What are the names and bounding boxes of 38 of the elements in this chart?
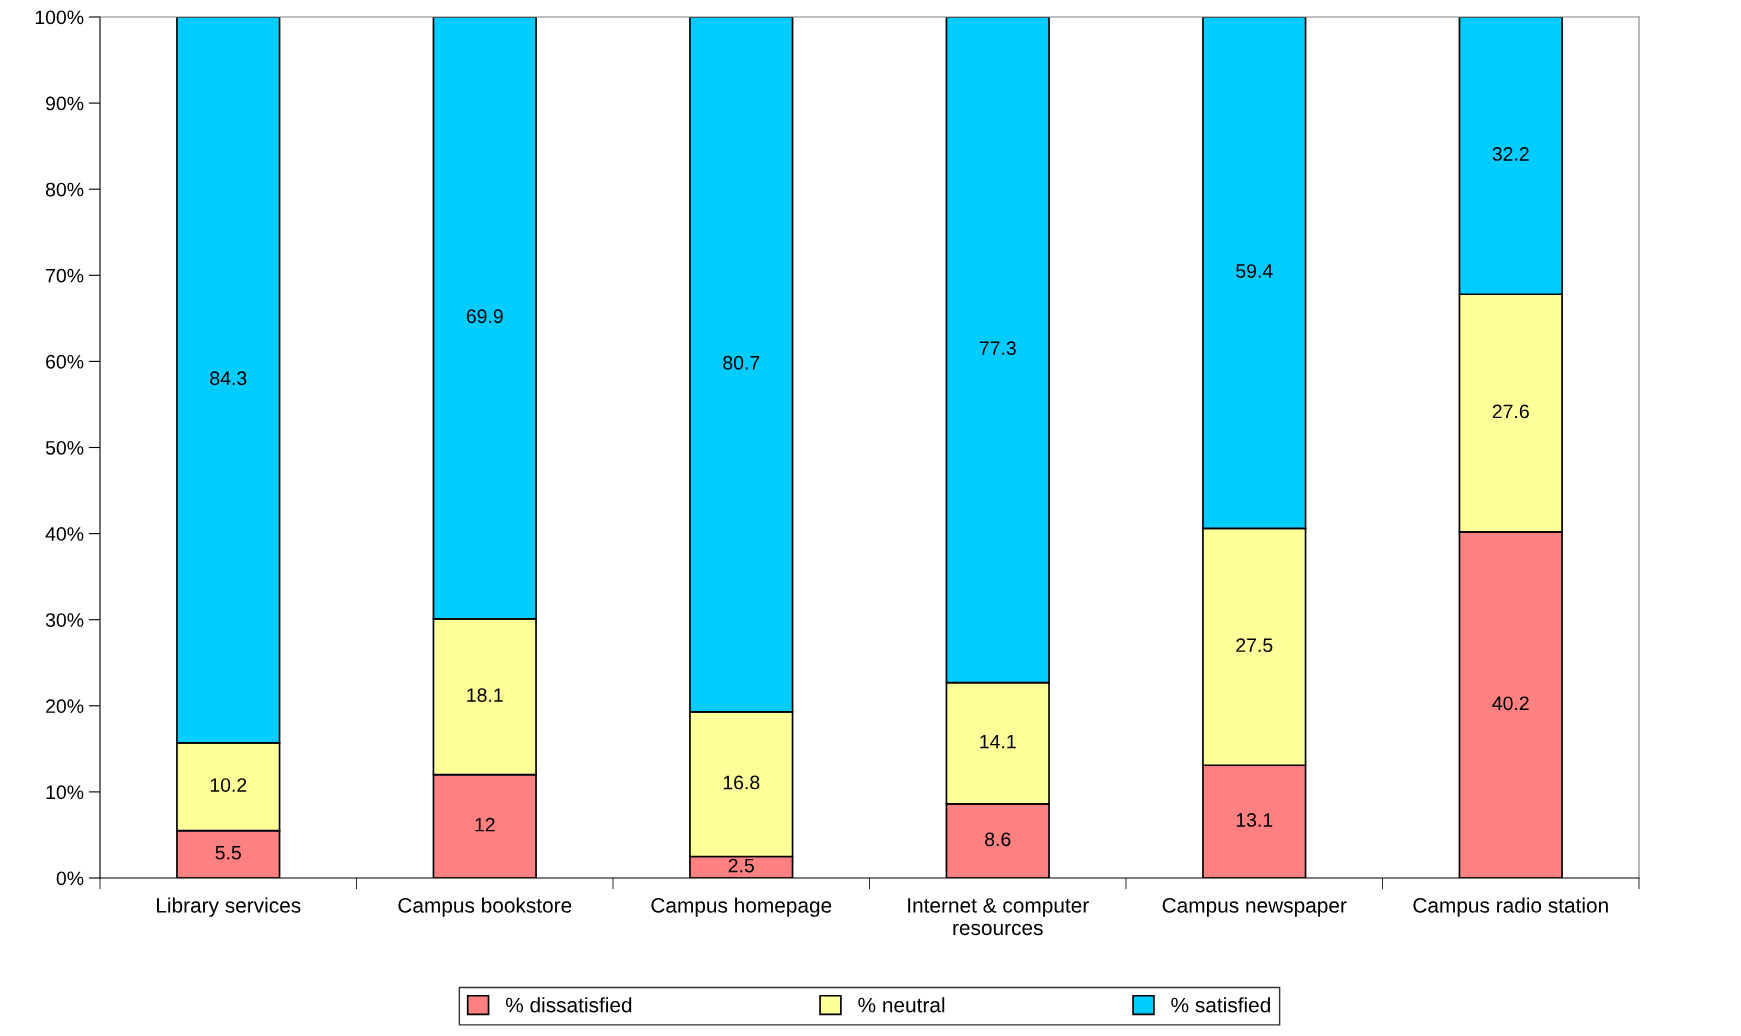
data-label: 14.1 bbox=[980, 734, 1016, 749]
y-tick-label: 60% bbox=[46, 354, 84, 369]
data-label: 84.3 bbox=[210, 371, 247, 386]
x-tick-label: Internet & computer resources bbox=[908, 898, 1089, 936]
y-tick-label: 80% bbox=[45, 182, 84, 197]
data-label: 80.7 bbox=[723, 355, 760, 370]
y-tick-label: 40% bbox=[45, 527, 84, 541]
y-tick-label: 70% bbox=[46, 268, 84, 283]
y-tick-label: 30% bbox=[45, 613, 84, 627]
data-label: 77.3 bbox=[979, 341, 1016, 355]
data-label: 40.2 bbox=[1492, 696, 1529, 711]
legend-label: % satisfied bbox=[1171, 997, 1270, 1013]
y-tick-label: 50% bbox=[45, 440, 84, 455]
x-tick-label: Campus newspaper bbox=[1162, 897, 1347, 917]
data-label: 27.5 bbox=[1236, 638, 1273, 653]
data-label: 69.9 bbox=[466, 309, 503, 324]
data-label: 27.6 bbox=[1492, 404, 1529, 419]
x-tick-label: Campus radio station bbox=[1413, 897, 1608, 917]
legend-label: % neutral bbox=[858, 997, 945, 1013]
data-label: 16.8 bbox=[723, 775, 760, 790]
y-tick-label: 100% bbox=[35, 10, 84, 25]
x-tick-label: Campus homepage bbox=[651, 897, 832, 917]
y-tick-label: 0% bbox=[56, 871, 84, 886]
y-tick-label: 20% bbox=[46, 699, 84, 714]
x-tick-label: Campus bookstore bbox=[398, 897, 572, 917]
y-tick-label: 90% bbox=[46, 96, 84, 111]
data-label: 18.1 bbox=[467, 688, 503, 702]
x-tick-label: Library services bbox=[157, 897, 301, 917]
y-tick-label: 10% bbox=[46, 785, 84, 800]
legend-label: % dissatisfied bbox=[505, 997, 632, 1013]
data-label: 32.2 bbox=[1492, 147, 1529, 161]
data-label: 13.1 bbox=[1236, 813, 1273, 827]
data-label: 10.2 bbox=[210, 778, 247, 792]
data-label: 59.4 bbox=[1236, 264, 1273, 278]
data-label: 2.5 bbox=[728, 858, 754, 873]
data-label: 5.5 bbox=[215, 845, 241, 860]
data-label: 12 bbox=[475, 817, 495, 832]
data-label: 8.6 bbox=[985, 832, 1011, 847]
